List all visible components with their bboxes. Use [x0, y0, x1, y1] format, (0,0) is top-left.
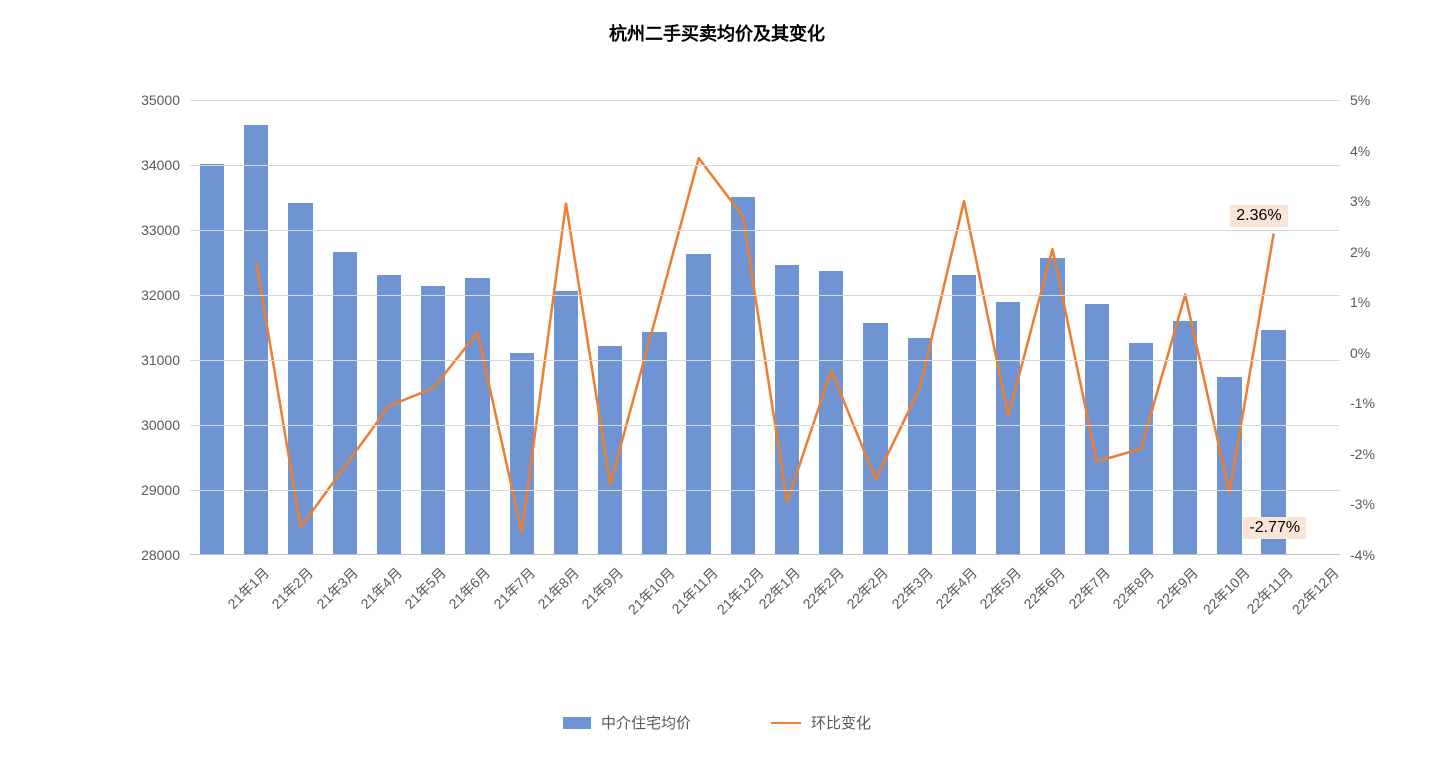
x-tick-label: 22年11月 [1242, 563, 1297, 618]
bar [863, 323, 887, 554]
x-tick-label: 21年7月 [489, 563, 539, 613]
bar [819, 271, 843, 554]
grid-line [190, 490, 1340, 491]
bar [200, 164, 224, 554]
bar [642, 332, 666, 554]
y-right-tick-label: -3% [1340, 496, 1375, 512]
bar [1085, 304, 1109, 554]
bar [1173, 321, 1197, 554]
x-tick-label: 21年6月 [444, 563, 494, 613]
grid-line [190, 360, 1340, 361]
y-right-tick-label: -1% [1340, 395, 1375, 411]
x-tick-label: 21年8月 [533, 563, 583, 613]
legend: 中介住宅均价 环比变化 [0, 712, 1434, 733]
bar [908, 338, 932, 554]
y-right-tick-label: 4% [1340, 143, 1370, 159]
combo-chart: 杭州二手买卖均价及其变化 280002900030000310003200033… [0, 0, 1434, 762]
y-left-tick-label: 29000 [141, 482, 190, 498]
grid-line [190, 100, 1340, 101]
legend-item: 中介住宅均价 [563, 712, 691, 733]
legend-label: 中介住宅均价 [601, 712, 691, 733]
x-tick-label: 21年12月 [712, 563, 768, 619]
y-right-tick-label: 0% [1340, 345, 1370, 361]
bar [775, 265, 799, 554]
x-tick-label: 21年4月 [356, 563, 406, 613]
x-tick-label: 22年7月 [1064, 563, 1114, 613]
x-tick-label: 21年5月 [400, 563, 450, 613]
bar [952, 275, 976, 555]
bar [996, 302, 1020, 554]
x-tick-label: 22年6月 [1019, 563, 1069, 613]
bar [1129, 343, 1153, 554]
y-right-tick-label: -4% [1340, 547, 1375, 563]
x-tick-label: 22年3月 [887, 563, 937, 613]
y-left-tick-label: 28000 [141, 547, 190, 563]
y-left-tick-label: 30000 [141, 417, 190, 433]
x-tick-label: 22年2月 [798, 563, 848, 613]
x-tick-label: 22年10月 [1199, 563, 1255, 619]
y-right-tick-label: -2% [1340, 446, 1375, 462]
x-tick-label: 22年9月 [1152, 563, 1202, 613]
grid-line [190, 425, 1340, 426]
plot-area: 2800029000300003100032000330003400035000… [190, 100, 1340, 555]
grid-line [190, 165, 1340, 166]
bar [333, 252, 357, 554]
grid-line [190, 230, 1340, 231]
legend-label: 环比变化 [811, 712, 871, 733]
x-tick-label: 21年9月 [577, 563, 627, 613]
x-tick-label: 21年3月 [312, 563, 362, 613]
x-tick-label: 22年8月 [1108, 563, 1158, 613]
bar [598, 346, 622, 554]
x-tick-label: 21年2月 [267, 563, 317, 613]
x-tick-label: 22年2月 [842, 563, 892, 613]
bar [731, 197, 755, 555]
x-tick-label: 22年12月 [1287, 563, 1343, 619]
grid-line [190, 295, 1340, 296]
bar [510, 353, 534, 555]
bar [1040, 258, 1064, 554]
bar [421, 286, 445, 554]
bar [465, 278, 489, 554]
legend-bar-swatch [563, 717, 591, 729]
bar [554, 291, 578, 554]
y-left-tick-label: 32000 [141, 287, 190, 303]
bar [377, 275, 401, 555]
y-right-tick-label: 2% [1340, 244, 1370, 260]
legend-item: 环比变化 [771, 712, 871, 733]
x-tick-label: 21年10月 [624, 563, 680, 619]
data-label: -2.77% [1243, 517, 1306, 539]
bar [686, 254, 710, 554]
y-right-tick-label: 3% [1340, 193, 1370, 209]
y-left-tick-label: 34000 [141, 157, 190, 173]
x-tick-label: 21年11月 [667, 563, 722, 618]
x-tick-label: 21年1月 [223, 563, 273, 613]
chart-title: 杭州二手买卖均价及其变化 [0, 20, 1434, 46]
y-right-tick-label: 1% [1340, 294, 1370, 310]
bar [1217, 377, 1241, 554]
y-left-tick-label: 33000 [141, 222, 190, 238]
x-tick-label: 22年5月 [975, 563, 1025, 613]
bar-group [190, 100, 1340, 554]
legend-line-swatch [771, 722, 801, 724]
y-left-tick-label: 35000 [141, 92, 190, 108]
y-left-tick-label: 31000 [141, 352, 190, 368]
bar [288, 203, 312, 554]
x-tick-label: 22年4月 [931, 563, 981, 613]
data-label: 2.36% [1230, 205, 1287, 227]
y-right-tick-label: 5% [1340, 92, 1370, 108]
